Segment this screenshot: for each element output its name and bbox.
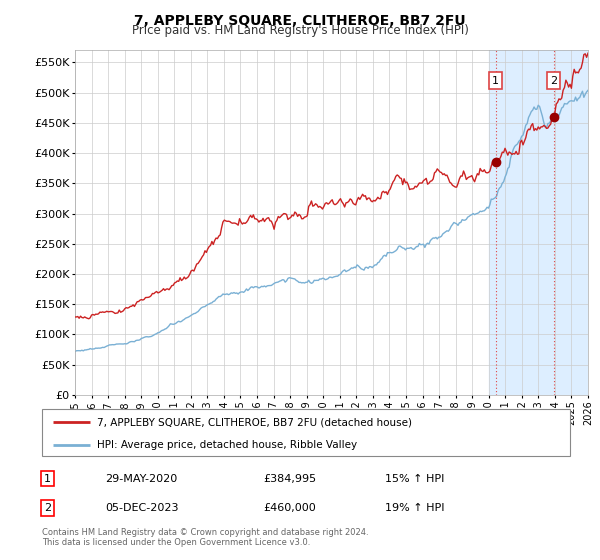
- Text: 2: 2: [550, 76, 557, 86]
- Text: Contains HM Land Registry data © Crown copyright and database right 2024.
This d: Contains HM Land Registry data © Crown c…: [42, 528, 368, 547]
- Text: £384,995: £384,995: [264, 474, 317, 484]
- Text: £460,000: £460,000: [264, 503, 317, 513]
- Text: 1: 1: [492, 76, 499, 86]
- Text: Price paid vs. HM Land Registry's House Price Index (HPI): Price paid vs. HM Land Registry's House …: [131, 24, 469, 36]
- Bar: [489, 50, 588, 395]
- Text: 29-MAY-2020: 29-MAY-2020: [106, 474, 178, 484]
- FancyBboxPatch shape: [42, 409, 570, 456]
- Text: 05-DEC-2023: 05-DEC-2023: [106, 503, 179, 513]
- Text: 19% ↑ HPI: 19% ↑ HPI: [385, 503, 445, 513]
- Text: HPI: Average price, detached house, Ribble Valley: HPI: Average price, detached house, Ribb…: [97, 440, 358, 450]
- Text: 1: 1: [44, 474, 51, 484]
- Text: 7, APPLEBY SQUARE, CLITHEROE, BB7 2FU (detached house): 7, APPLEBY SQUARE, CLITHEROE, BB7 2FU (d…: [97, 417, 412, 427]
- Text: 7, APPLEBY SQUARE, CLITHEROE, BB7 2FU: 7, APPLEBY SQUARE, CLITHEROE, BB7 2FU: [134, 14, 466, 28]
- Text: 2: 2: [44, 503, 51, 513]
- Text: 15% ↑ HPI: 15% ↑ HPI: [385, 474, 445, 484]
